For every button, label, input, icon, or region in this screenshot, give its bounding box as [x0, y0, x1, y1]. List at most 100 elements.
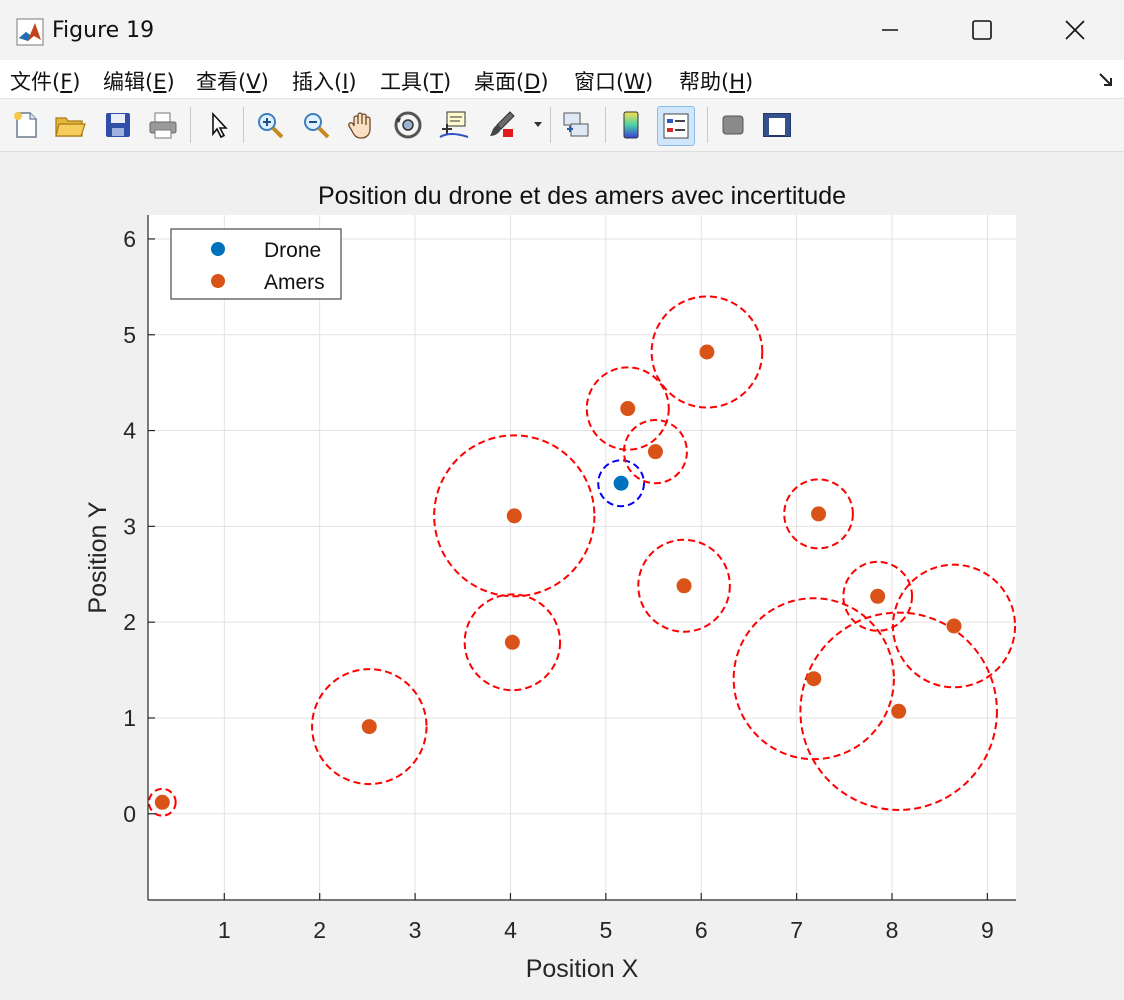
brush-dropdown-icon[interactable] [533, 121, 543, 129]
toolbar-separator [707, 107, 708, 143]
hide-plot-tools-button[interactable] [715, 106, 751, 144]
chart-title: Position du drone et des amers avec ince… [318, 182, 846, 210]
title-bar[interactable]: Figure 19 [0, 0, 1124, 60]
toolbar-separator [243, 107, 244, 143]
legend-box [170, 228, 342, 300]
x-tick-labels: 1 2 3 4 5 6 7 8 9 [218, 917, 994, 943]
y-tick-labels: 0 1 2 3 4 5 6 [123, 226, 136, 827]
amer-marker [676, 578, 692, 594]
zoom-in-icon [258, 113, 284, 139]
x-tick-label: 8 [886, 917, 899, 943]
legend-entry-amers: Amers [264, 271, 325, 294]
menu-desktop[interactable]: 桌面(D) [474, 70, 549, 94]
x-axis-label: Position X [526, 955, 639, 983]
toolbar-separator [190, 107, 191, 143]
x-tick-label: 9 [981, 917, 994, 943]
data-cursor-button[interactable] [436, 106, 472, 144]
menu-file[interactable]: 文件(F) [10, 70, 81, 94]
menu-insert[interactable]: 插入(I) [292, 70, 357, 94]
close-icon [1065, 20, 1085, 40]
figure-canvas: 1 2 3 4 5 6 7 8 9 0 1 2 3 4 5 6 Position du drone et d… [0, 152, 1124, 995]
zoom-in-button[interactable] [252, 106, 288, 144]
amer-marker [699, 344, 715, 360]
legend-button[interactable] [657, 106, 695, 146]
drone-marker [613, 475, 629, 491]
link-plot-icon [563, 112, 589, 137]
menu-window[interactable]: 窗口(W) [574, 70, 654, 94]
amer-uncertainty-circle [622, 419, 688, 485]
amer-marker [806, 671, 822, 687]
legend-marker-amers [211, 274, 225, 288]
amer-uncertainty-circle [842, 560, 914, 632]
hide-plot-tools-icon [722, 115, 744, 135]
x-tick-label: 6 [695, 917, 708, 943]
print-button[interactable] [145, 106, 181, 144]
drone-uncertainty-circle [597, 459, 645, 508]
new-figure-icon [14, 112, 37, 138]
amer-marker [506, 508, 522, 524]
amer-marker [504, 634, 520, 650]
rotate-3d-icon [394, 111, 422, 139]
brush-icon [490, 111, 515, 137]
maximize-icon [972, 20, 992, 40]
amer-uncertainty-circle [148, 787, 177, 817]
save-button[interactable] [100, 106, 136, 144]
x-tick-label: 7 [790, 917, 803, 943]
y-tick-label: 1 [123, 705, 136, 731]
legend-entry-drone: Drone [264, 239, 321, 262]
amer-uncertainty-circle [799, 611, 998, 811]
legend-marker-drone [211, 242, 225, 256]
maximize-button[interactable] [952, 10, 1012, 50]
amer-uncertainty-circle [311, 668, 428, 786]
link-plot-button[interactable] [558, 106, 594, 144]
colorbar-button[interactable] [613, 106, 649, 144]
open-file-button[interactable] [52, 106, 88, 144]
pointer-button[interactable] [200, 106, 236, 144]
toolbar-separator [605, 107, 606, 143]
matlab-logo-icon [16, 18, 44, 46]
amer-uncertainty-circle [463, 593, 562, 692]
pan-button[interactable] [344, 106, 380, 144]
y-tick-label: 4 [123, 418, 136, 444]
print-icon [149, 112, 177, 139]
menu-help[interactable]: 帮助(H) [679, 70, 754, 94]
save-icon [106, 113, 130, 137]
show-plot-tools-button[interactable] [759, 106, 795, 144]
amer-uncertainty-circle [433, 434, 596, 598]
y-tick-label: 2 [123, 609, 136, 635]
menu-bar: 文件(F) 编辑(E) 查看(V) 插入(I) 工具(T) 桌面(D) 窗口(W… [0, 60, 1124, 99]
amer-marker [946, 618, 962, 634]
rotate-3d-button[interactable] [390, 106, 426, 144]
uncertainty-circles [148, 295, 1016, 817]
brush-button[interactable] [484, 106, 520, 144]
x-tick-label: 2 [313, 917, 326, 943]
y-axis-label: Position Y [84, 501, 112, 613]
amer-uncertainty-circle [891, 563, 1016, 689]
zoom-out-button[interactable] [298, 106, 334, 144]
scatter-chart[interactable]: 1 2 3 4 5 6 7 8 9 0 1 2 3 4 5 6 Position du drone et d… [0, 152, 1124, 995]
amer-uncertainty-circle [783, 478, 854, 550]
amer-uncertainty-circle [585, 366, 670, 451]
dock-arrow-icon[interactable] [1098, 72, 1114, 88]
new-figure-button[interactable] [8, 106, 44, 144]
amer-uncertainty-circle [637, 538, 731, 633]
amer-marker [647, 444, 663, 460]
close-button[interactable] [1045, 10, 1105, 50]
minimize-button[interactable] [860, 10, 920, 50]
figure-toolbar [0, 99, 1124, 152]
x-tick-label: 4 [504, 917, 517, 943]
amer-marker [891, 703, 907, 719]
menu-tools[interactable]: 工具(T) [380, 70, 452, 94]
data-points [154, 344, 962, 810]
legend[interactable]: Drone Amers [170, 228, 342, 300]
amer-marker [811, 506, 827, 522]
x-tick-label: 5 [599, 917, 612, 943]
zoom-out-icon [304, 113, 330, 139]
open-file-icon [55, 117, 86, 137]
y-tick-label: 6 [123, 226, 136, 252]
menu-edit[interactable]: 编辑(E) [103, 70, 175, 94]
menu-view[interactable]: 查看(V) [196, 70, 269, 94]
colorbar-icon [623, 111, 639, 139]
amer-marker [154, 794, 170, 810]
